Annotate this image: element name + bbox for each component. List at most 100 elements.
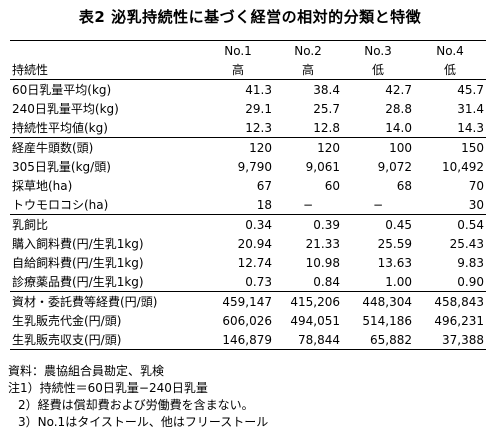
cell: 9,072 <box>377 159 412 174</box>
cell: 12.74 <box>237 255 272 270</box>
cell: 1.00 <box>385 274 412 289</box>
cell: 38.4 <box>313 82 340 97</box>
row-label: 60日乳量平均(kg) <box>12 82 112 97</box>
cell: 146,879 <box>202 330 274 350</box>
cell: 496,231 <box>434 313 484 328</box>
row-label: 240日乳量平均(kg) <box>12 101 119 116</box>
table-row: トウモロコシ(ha) 18 − − 30 <box>10 195 486 215</box>
cell: 30 <box>468 197 484 212</box>
cell: 9.83 <box>457 255 484 270</box>
cell: 606,026 <box>222 313 272 328</box>
cell: 120 <box>202 137 274 157</box>
table-row: 採草地(ha) 67 60 68 70 <box>10 176 486 195</box>
table-row: 240日乳量平均(kg) 29.1 25.7 28.8 31.4 <box>10 99 486 118</box>
cell: 12.8 <box>313 120 340 135</box>
cell: 41.3 <box>245 82 272 97</box>
row-label: トウモロコシ(ha) <box>12 197 109 212</box>
cell: 70 <box>468 178 484 193</box>
row-label: 採草地(ha) <box>12 178 73 193</box>
cell: 28.8 <box>385 101 412 116</box>
row-label: 生乳販売収支(円/頭) <box>10 330 202 350</box>
table-row: 60日乳量平均(kg) 41.3 38.4 42.7 45.7 <box>10 80 486 100</box>
cell: 25.7 <box>313 101 340 116</box>
row-label: 持続性 <box>10 60 202 80</box>
cell: 9,061 <box>305 159 340 174</box>
cell: 25.43 <box>449 236 484 251</box>
row-label: 305日乳量(kg/頭) <box>12 159 111 174</box>
table-row: 生乳販売収支(円/頭) 146,879 78,844 65,882 37,388 <box>10 330 486 350</box>
footnote-3: 3）No.1はタイストール、他はフリーストール <box>18 415 269 429</box>
cell: 低 <box>342 60 414 80</box>
cell: 68 <box>396 178 412 193</box>
row-label: 自給飼料費(円/生乳1kg) <box>12 255 144 270</box>
row-label: 乳飼比 <box>10 214 202 234</box>
source-note: 資料：農協組合員勘定、乳検 <box>8 364 165 378</box>
cell: 10.98 <box>305 255 340 270</box>
cell: 21.33 <box>305 236 340 251</box>
table-row: 乳飼比 0.34 0.39 0.45 0.54 <box>10 214 486 234</box>
cell: 514,186 <box>362 313 412 328</box>
row-label: 経産牛頭数(頭) <box>10 137 202 157</box>
cell: 高 <box>202 60 274 80</box>
cell: 高 <box>274 60 342 80</box>
footnote-1: 注1）持続性＝60日乳量−240日乳量 <box>8 381 208 395</box>
column-header-no4: No.4 <box>414 40 486 60</box>
table-row: 305日乳量(kg/頭) 9,790 9,061 9,072 10,492 <box>10 157 486 176</box>
cell: 37,388 <box>414 330 486 350</box>
table-row: 経産牛頭数(頭) 120 120 100 150 <box>10 137 486 157</box>
cell: 18 <box>256 197 272 212</box>
cell: 0.84 <box>313 274 340 289</box>
column-header-no3: No.3 <box>342 40 414 60</box>
cell: 25.59 <box>377 236 412 251</box>
table-row: 診療薬品費(円/生乳1kg) 0.73 0.84 1.00 0.90 <box>10 272 486 292</box>
cell: 100 <box>342 137 414 157</box>
cell: − <box>302 197 314 212</box>
cell: 13.63 <box>377 255 412 270</box>
cell: 29.1 <box>245 101 272 116</box>
cell: 120 <box>274 137 342 157</box>
table-title: 表2 泌乳持続性に基づく経営の相対的分類と特徴 <box>78 8 422 26</box>
table-row: 資材・委託費等経費(円/頭) 459,147 415,206 448,304 4… <box>10 291 486 311</box>
table-row: 自給飼料費(円/生乳1kg) 12.74 10.98 13.63 9.83 <box>10 253 486 272</box>
cell: 448,304 <box>342 291 414 311</box>
cell: 低 <box>414 60 486 80</box>
row-label: 診療薬品費(円/生乳1kg) <box>12 274 144 289</box>
cell: 31.4 <box>457 101 484 116</box>
cell: 60 <box>324 178 340 193</box>
cell: 0.73 <box>245 274 272 289</box>
table-row: 購入飼料費(円/生乳1kg) 20.94 21.33 25.59 25.43 <box>10 234 486 253</box>
table-row: 持続性 高 高 低 低 <box>10 60 486 80</box>
cell: 0.54 <box>414 214 486 234</box>
table-row: 持続性平均値(kg) 12.3 12.8 14.0 14.3 <box>10 118 486 138</box>
cell: − <box>372 197 384 212</box>
cell: 14.3 <box>457 120 484 135</box>
footnote-2: 2）経費は償却費および労働費を含まない。 <box>18 398 254 412</box>
header-blank <box>10 40 202 60</box>
column-header-row: No.1 No.2 No.3 No.4 <box>10 40 486 60</box>
column-header-no2: No.2 <box>274 40 342 60</box>
row-label: 持続性平均値(kg) <box>12 120 108 135</box>
cell: 14.0 <box>385 120 412 135</box>
cell: 67 <box>256 178 272 193</box>
cell: 459,147 <box>202 291 274 311</box>
cell: 20.94 <box>237 236 272 251</box>
table-row: 生乳販売代金(円/頭) 606,026 494,051 514,186 496,… <box>10 311 486 330</box>
cell: 45.7 <box>457 82 484 97</box>
row-label: 購入飼料費(円/生乳1kg) <box>12 236 144 251</box>
cell: 42.7 <box>385 82 412 97</box>
column-header-no1: No.1 <box>202 40 274 60</box>
cell: 10,492 <box>442 159 484 174</box>
cell: 9,790 <box>237 159 272 174</box>
table-notes: 資料：農協組合員勘定、乳検 注1）持続性＝60日乳量−240日乳量 2）経費は償… <box>8 363 268 431</box>
cell: 65,882 <box>342 330 414 350</box>
cell: 150 <box>414 137 486 157</box>
cell: 78,844 <box>274 330 342 350</box>
cell: 415,206 <box>274 291 342 311</box>
cell: 0.34 <box>202 214 274 234</box>
cell: 494,051 <box>290 313 340 328</box>
row-label: 資材・委託費等経費(円/頭) <box>10 291 202 311</box>
classification-table: No.1 No.2 No.3 No.4 持続性 高 高 低 低 60日乳量平均(… <box>10 40 486 350</box>
row-label: 生乳販売代金(円/頭) <box>12 313 122 328</box>
cell: 0.45 <box>342 214 414 234</box>
cell: 12.3 <box>245 120 272 135</box>
